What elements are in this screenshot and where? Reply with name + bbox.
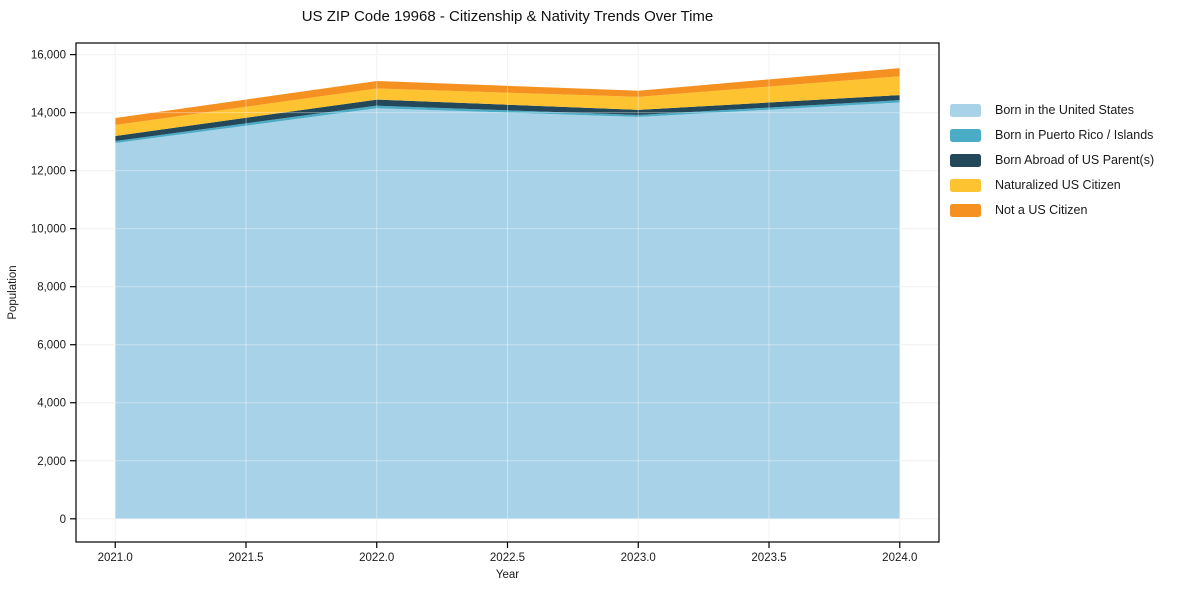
x-axis-label: Year	[496, 569, 519, 581]
legend-swatch	[950, 103, 981, 117]
legend-label: Naturalized US Citizen	[995, 178, 1121, 192]
legend-swatch	[950, 153, 981, 167]
chart-title: US ZIP Code 19968 - Citizenship & Nativi…	[301, 8, 714, 25]
legend-item-5: Not a US Citizen	[950, 201, 1154, 219]
y-tick-label: 16,000	[31, 50, 66, 62]
y-tick-label: 6,000	[37, 340, 66, 352]
legend-label: Born in Puerto Rico / Islands	[995, 128, 1154, 142]
legend-label: Not a US Citizen	[995, 203, 1088, 217]
y-tick-label: 8,000	[37, 282, 66, 294]
x-tick-label: 2021.5	[228, 552, 263, 564]
legend-swatch	[950, 128, 981, 142]
legend-item-4: Naturalized US Citizen	[950, 176, 1154, 194]
y-tick-label: 2,000	[37, 456, 66, 468]
legend-item-1: Born in the United States	[950, 101, 1154, 119]
area-series-2	[115, 100, 900, 144]
x-tick-label: 2023.5	[751, 552, 786, 564]
area-series-1	[115, 102, 900, 519]
legend-item-2: Born in Puerto Rico / Islands	[950, 126, 1154, 144]
area-series-3	[115, 95, 900, 142]
legend-swatch	[950, 203, 981, 217]
area-series-4	[115, 76, 900, 136]
area-series-5	[115, 68, 900, 125]
y-tick-label: 4,000	[37, 398, 66, 410]
legend: Born in the United States Born in Puerto …	[950, 101, 1154, 219]
legend-swatch	[950, 178, 981, 192]
legend-item-3: Born Abroad of US Parent(s)	[950, 151, 1154, 169]
x-tick-label: 2021.0	[98, 552, 133, 564]
y-tick-label: 0	[60, 514, 66, 526]
x-tick-label: 2024.0	[882, 552, 917, 564]
x-tick-label: 2022.5	[490, 552, 525, 564]
y-tick-label: 14,000	[31, 108, 66, 120]
y-tick-label: 12,000	[31, 166, 66, 178]
x-tick-label: 2023.0	[621, 552, 656, 564]
legend-label: Born in the United States	[995, 103, 1134, 117]
x-tick-label: 2022.0	[359, 552, 394, 564]
legend-label: Born Abroad of US Parent(s)	[995, 153, 1155, 167]
y-tick-label: 10,000	[31, 224, 66, 236]
y-axis-label: Population	[7, 265, 19, 319]
